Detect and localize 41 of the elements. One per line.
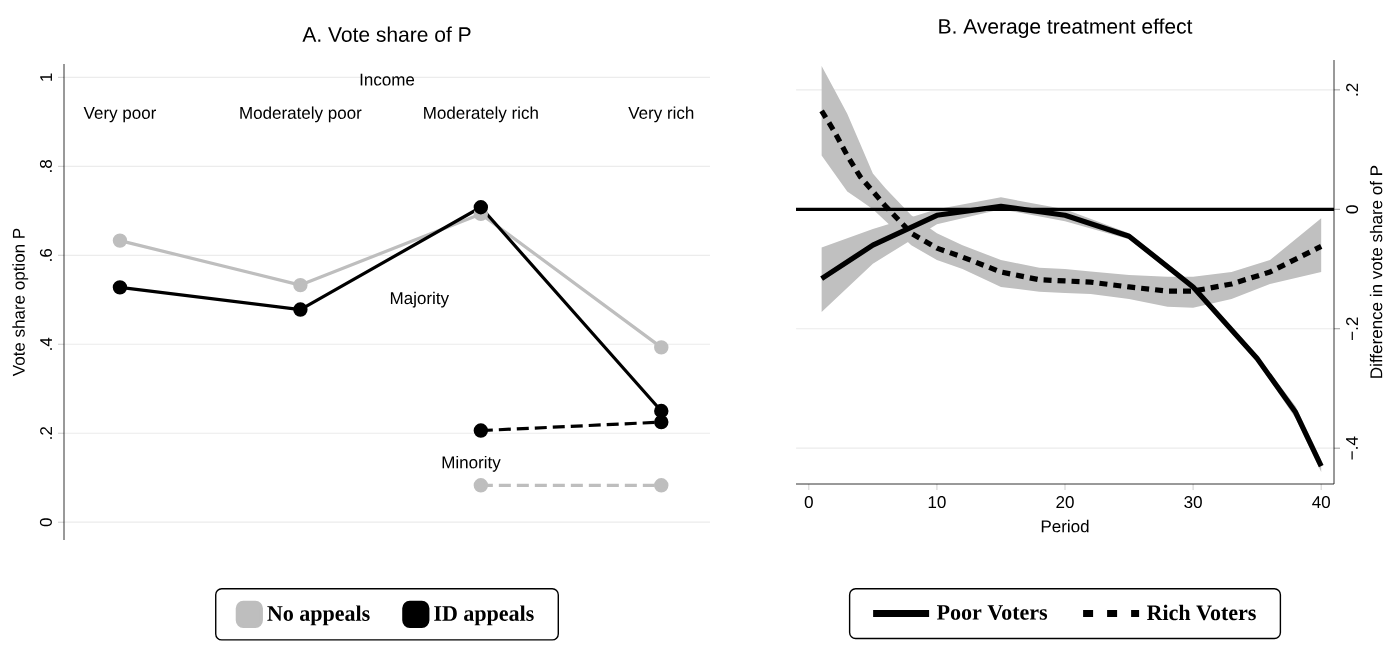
annotation: Majority bbox=[390, 291, 450, 308]
point bbox=[654, 414, 669, 430]
x-tick-label: Very rich bbox=[628, 106, 694, 123]
y-tick-label: .4 bbox=[40, 337, 52, 350]
x-tick-label: Very poor bbox=[83, 107, 157, 123]
point bbox=[473, 200, 489, 215]
y-tick-label: .2 bbox=[1346, 83, 1358, 96]
y-tick-label: .2 bbox=[40, 427, 52, 439]
x-tick-label: 20 bbox=[1056, 496, 1074, 509]
point bbox=[112, 233, 128, 248]
point bbox=[293, 302, 308, 317]
point bbox=[112, 280, 128, 295]
y-tick-label: 0 bbox=[1346, 205, 1359, 214]
x-tick-label: Moderately poor bbox=[240, 106, 362, 123]
legend-label: Poor Voters bbox=[937, 605, 1048, 620]
point bbox=[654, 478, 669, 493]
x-tick-label: 40 bbox=[1312, 496, 1330, 509]
legend-label: No appeals bbox=[267, 605, 370, 626]
point bbox=[473, 423, 489, 438]
y-tick-label: 0 bbox=[39, 518, 52, 527]
x-tick-label: 30 bbox=[1184, 496, 1202, 509]
point bbox=[654, 340, 669, 355]
annotation: Minority bbox=[442, 455, 501, 472]
point bbox=[473, 478, 489, 493]
y-tick-label: .8 bbox=[39, 159, 52, 172]
y-axis-title: Vote share option P bbox=[12, 228, 29, 377]
point bbox=[293, 277, 308, 293]
y-tick-label: −.4 bbox=[1346, 436, 1358, 460]
legend-label: Rich Voters bbox=[1146, 604, 1256, 621]
y-tick-label: 1 bbox=[40, 73, 52, 81]
y-tick-label: −.2 bbox=[1346, 317, 1358, 340]
x-axis-title: Period bbox=[1041, 519, 1089, 533]
y-axis-title: Difference in vote share of P bbox=[1369, 165, 1383, 378]
x-tick-label: 0 bbox=[804, 496, 813, 509]
x-tick-label: 10 bbox=[928, 496, 946, 509]
chart-title: A. Vote share of P bbox=[302, 26, 471, 42]
chart-title: B. Average treatment effect bbox=[939, 18, 1193, 38]
x-axis-title: Income bbox=[360, 73, 415, 86]
y-tick-label: .6 bbox=[39, 248, 52, 261]
x-tick-label: Moderately rich bbox=[424, 106, 538, 123]
legend-label: ID appeals bbox=[434, 605, 534, 626]
